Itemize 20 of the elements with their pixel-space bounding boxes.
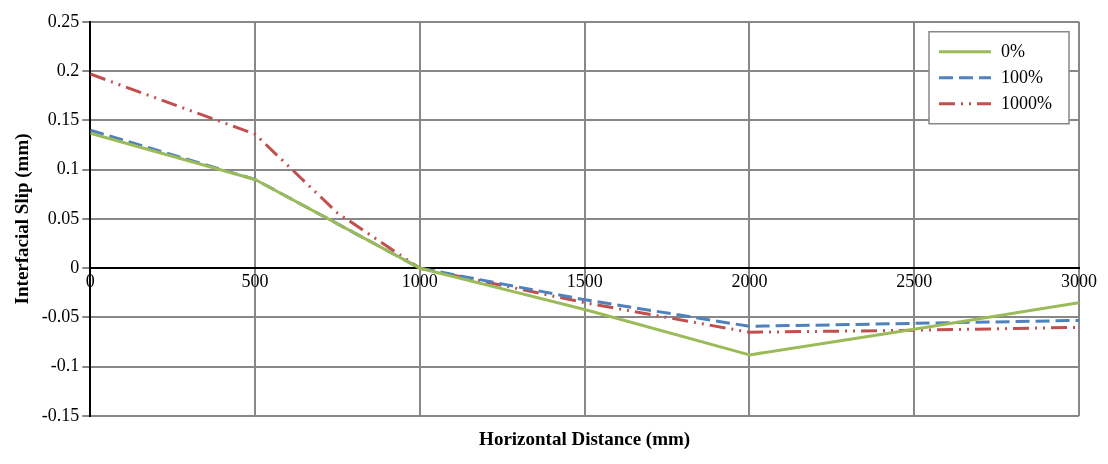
y-axis-title: Interfacial Slip (mm) (11, 133, 34, 305)
x-tick-label: 3000 (1061, 270, 1097, 291)
x-tick-label: 500 (241, 270, 269, 291)
legend-label: 1000% (1001, 92, 1052, 113)
x-tick-label: 2000 (731, 270, 768, 291)
x-axis-title: Horizontal Distance (mm) (479, 428, 691, 451)
y-tick-label: 0.25 (47, 10, 80, 31)
legend-label: 0% (1001, 40, 1025, 61)
x-tick-label: 1000 (401, 270, 438, 291)
y-tick-label: -0.1 (50, 355, 80, 376)
y-tick-label: -0.05 (41, 306, 80, 327)
y-tick-label: 0.1 (56, 158, 80, 179)
y-tick-label: 0 (70, 256, 80, 277)
y-tick-label: 0.05 (47, 207, 80, 228)
x-tick-label: 1500 (566, 270, 603, 291)
y-tick-label: -0.15 (41, 404, 80, 425)
legend-label: 100% (1001, 66, 1043, 87)
x-tick-label: 2500 (896, 270, 933, 291)
y-tick-label: 0.2 (56, 59, 80, 80)
y-tick-label: 0.15 (47, 109, 80, 130)
